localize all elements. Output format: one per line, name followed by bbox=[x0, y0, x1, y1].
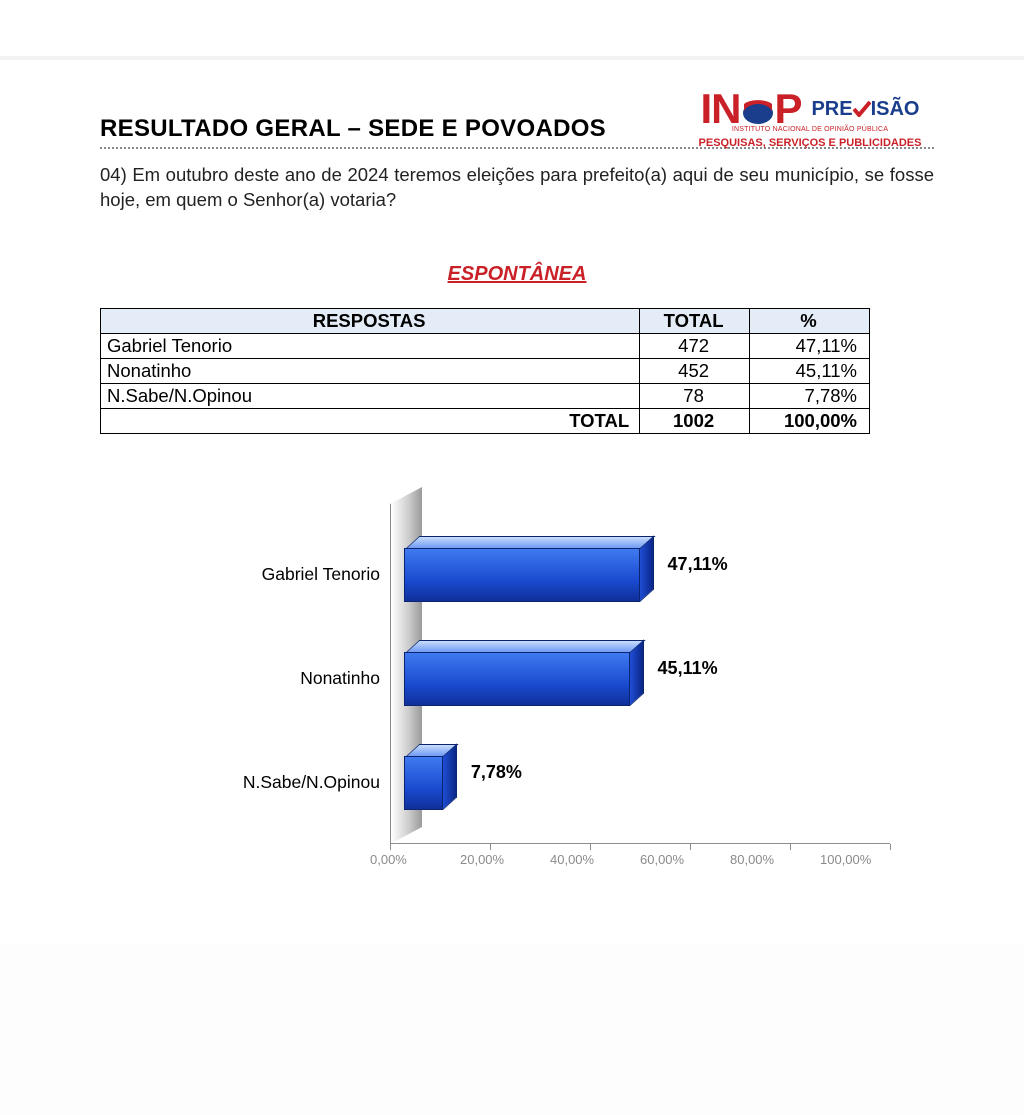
logo-subtitle-2: PESQUISAS, SERVIÇOS E PUBLICIDADES bbox=[686, 137, 934, 149]
bar-chart: 0,00% 20,00% 40,00% 60,00% 80,00% 100,00… bbox=[220, 504, 920, 884]
chart-value-label: 47,11% bbox=[668, 554, 728, 575]
cell-label: Gabriel Tenorio bbox=[101, 333, 640, 358]
x-tick: 100,00% bbox=[820, 852, 910, 867]
globe-icon bbox=[741, 95, 775, 125]
chart-value-label: 45,11% bbox=[658, 658, 718, 679]
cell-pct: 7,78% bbox=[750, 383, 870, 408]
logo-pre: PRE bbox=[811, 98, 852, 120]
table-row: Nonatinho 452 45,11% bbox=[101, 358, 870, 383]
logo-previsao: PRE ISÃO bbox=[811, 98, 919, 120]
logo-p: P bbox=[775, 85, 801, 132]
x-tick-mark bbox=[790, 844, 791, 850]
col-percent: % bbox=[750, 308, 870, 333]
title-block: RESULTADO GERAL – SEDE E POVOADOS bbox=[100, 115, 666, 143]
x-tick-mark bbox=[890, 844, 891, 850]
x-tick: 60,00% bbox=[640, 852, 730, 867]
cell-total-pct: 100,00% bbox=[750, 408, 870, 433]
x-tick-mark bbox=[590, 844, 591, 850]
chart-category-label: Gabriel Tenorio bbox=[220, 564, 380, 585]
table-row: Gabriel Tenorio 472 47,11% bbox=[101, 333, 870, 358]
cell-pct: 45,11% bbox=[750, 358, 870, 383]
cell-total-label: TOTAL bbox=[101, 408, 640, 433]
question-text: 04) Em outubro deste ano de 2024 teremos… bbox=[100, 163, 934, 213]
x-tick: 80,00% bbox=[730, 852, 820, 867]
cell-total-sum: 1002 bbox=[640, 408, 750, 433]
header-row: RESULTADO GERAL – SEDE E POVOADOS INP PR… bbox=[100, 90, 934, 143]
document-page: RESULTADO GERAL – SEDE E POVOADOS IN P PR… bbox=[0, 60, 1024, 944]
table-header-row: RESPOSTAS TOTAL % bbox=[101, 308, 870, 333]
x-axis-ticks: 0,00% 20,00% 40,00% 60,00% 80,00% 100,00… bbox=[370, 852, 910, 867]
top-spacer bbox=[0, 0, 1024, 60]
cell-total: 78 bbox=[640, 383, 750, 408]
x-tick-mark bbox=[490, 844, 491, 850]
logo-in: IN bbox=[701, 85, 741, 132]
results-table: RESPOSTAS TOTAL % Gabriel Tenorio 472 47… bbox=[100, 308, 870, 434]
col-respostas: RESPOSTAS bbox=[101, 308, 640, 333]
subheading: ESPONTÂNEA bbox=[100, 263, 934, 286]
cell-pct: 47,11% bbox=[750, 333, 870, 358]
x-tick-mark bbox=[690, 844, 691, 850]
col-total: TOTAL bbox=[640, 308, 750, 333]
chart-category-label: N.Sabe/N.Opinou bbox=[220, 772, 380, 793]
table-total-row: TOTAL 1002 100,00% bbox=[101, 408, 870, 433]
table-row: N.Sabe/N.Opinou 78 7,78% bbox=[101, 383, 870, 408]
chart-category-label: Nonatinho bbox=[220, 668, 380, 689]
x-tick: 40,00% bbox=[550, 852, 640, 867]
x-tick-mark bbox=[390, 844, 391, 850]
cell-label: Nonatinho bbox=[101, 358, 640, 383]
chart-axis-line bbox=[390, 843, 890, 844]
x-tick: 0,00% bbox=[370, 852, 460, 867]
chart-value-label: 7,78% bbox=[471, 762, 522, 783]
check-icon bbox=[853, 101, 871, 117]
page-title: RESULTADO GERAL – SEDE E POVOADOS bbox=[100, 115, 666, 143]
logo-main: INP PREISÃO bbox=[686, 90, 934, 128]
x-tick: 20,00% bbox=[460, 852, 550, 867]
cell-total: 472 bbox=[640, 333, 750, 358]
cell-total: 452 bbox=[640, 358, 750, 383]
logo-inop: IN P bbox=[701, 85, 812, 132]
cell-label: N.Sabe/N.Opinou bbox=[101, 383, 640, 408]
chart-plot-area bbox=[390, 504, 890, 844]
logo-isao: ISÃO bbox=[871, 98, 920, 120]
logo: INP PREISÃO INSTITUTO NACIONAL DE OPINIÃ… bbox=[686, 90, 934, 149]
